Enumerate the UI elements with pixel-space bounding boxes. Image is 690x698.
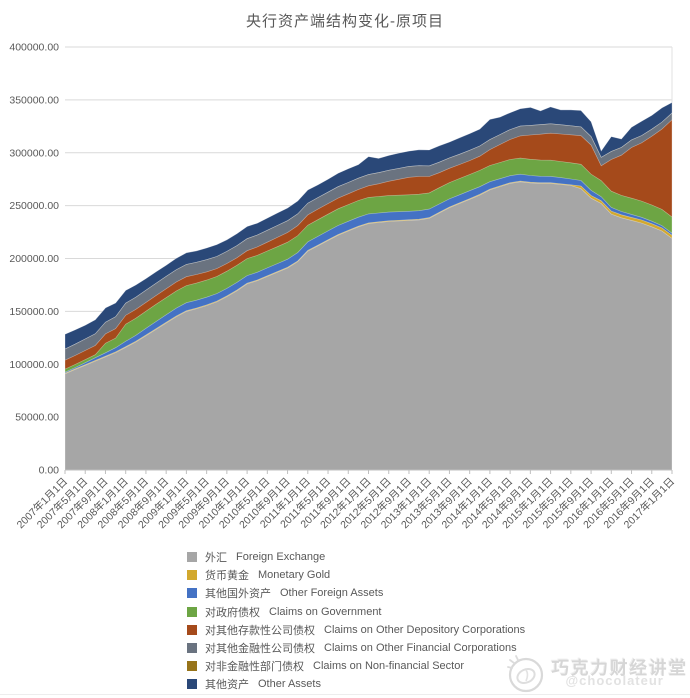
chart-legend: 外汇 Foreign Exchange 货币黄金 Monetary Gold 其他国外资… (187, 548, 525, 694)
area-series-0 (64, 181, 673, 471)
legend-item-0: 外汇 Foreign Exchange (187, 548, 525, 566)
legend-item-7: 其他资产 Other Assets (187, 675, 525, 693)
y-tick-label: 50000.00 (15, 412, 59, 424)
y-tick-label: 200000.00 (9, 253, 59, 265)
y-tick-label: 150000.00 (9, 306, 59, 318)
legend-label-en: Claims on Other Depository Corporations (324, 623, 526, 636)
legend-swatch (187, 552, 197, 563)
legend-item-4: 对其他存款性公司债权 Claims on Other Depository Cor… (187, 621, 525, 639)
y-tick-label: 300000.00 (9, 147, 59, 159)
legend-swatch (187, 624, 197, 635)
legend-label-en: Other Assets (258, 678, 321, 691)
y-tick-label: 0.00 (39, 465, 60, 477)
legend-label-en: Claims on Non-financial Sector (313, 660, 465, 673)
legend-label-zh: 对其他存款性公司债权 (205, 624, 315, 637)
legend-swatch (187, 570, 197, 581)
image-bottom-edge (0, 694, 690, 695)
legend-item-3: 对政府债权 Claims on Government (187, 603, 525, 621)
legend-label-en: Claims on Other Financial Corporations (324, 642, 517, 655)
legend-label-en: Claims on Government (269, 605, 382, 618)
legend-swatch (187, 643, 197, 654)
stacked-area-chart: 2007年1月1日2007年5月1日2007年9月1日2008年1月1日2008… (9, 42, 677, 532)
legend-swatch (187, 588, 197, 599)
y-tick-label: 100000.00 (9, 359, 59, 371)
watermark-logo-icon (506, 655, 543, 693)
watermark-texts: 巧克力财经讲堂 @chocolateur (551, 657, 689, 688)
legend-label-zh: 外汇 (205, 552, 227, 565)
legend-label-zh: 其他国外资产 (205, 588, 271, 601)
legend-label-zh: 对政府债权 (205, 606, 260, 619)
legend-label-en: Foreign Exchange (236, 551, 326, 564)
legend-swatch (187, 679, 197, 690)
legend-label-en: Other Foreign Assets (280, 587, 384, 600)
legend-item-6: 对非金融性部门债权 Claims on Non-financial Sector (187, 657, 525, 675)
legend-item-1: 货币黄金 Monetary Gold (187, 566, 525, 584)
legend-item-2: 其他国外资产 Other Foreign Assets (187, 584, 525, 602)
watermark: 巧克力财经讲堂 @chocolateur (502, 650, 689, 696)
legend-label-en: Monetary Gold (258, 569, 331, 582)
y-tick-label: 400000.00 (9, 42, 59, 54)
legend-item-5: 对其他金融性公司债权 Claims on Other Financial Corp… (187, 639, 525, 657)
legend-label-zh: 对其他金融性公司债权 (205, 643, 315, 656)
legend-label-zh: 其他资产 (205, 679, 249, 692)
legend-label-zh: 货币黄金 (205, 570, 249, 583)
y-tick-label: 350000.00 (9, 94, 59, 106)
watermark-brand: 巧克力财经讲堂 (551, 657, 688, 678)
chart-title: 央行资产端结构变化-原项目 (246, 13, 444, 30)
legend-swatch (187, 606, 197, 617)
legend-swatch (187, 661, 197, 672)
watermark-handle: @chocolateur (565, 672, 664, 688)
legend-label-zh: 对非金融性部门债权 (205, 661, 304, 674)
y-tick-label: 250000.00 (9, 200, 59, 212)
